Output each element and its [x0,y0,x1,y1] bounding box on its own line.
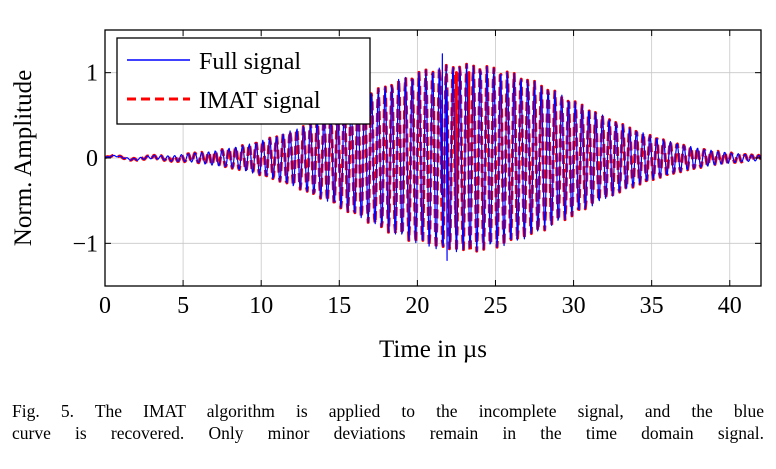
legend: Full signal IMAT signal [116,37,371,125]
figure-caption: Fig. 5. The IMAT algorithm is applied to… [12,400,764,444]
y-tick-label: 1 [86,61,98,87]
y-tick-label: −1 [72,231,98,257]
caption-line-1: Fig. 5. The IMAT algorithm is applied to… [12,401,764,421]
caption-line-2: curve is recovered. Only minor deviation… [12,423,764,443]
x-axis-label: Time in µs [379,336,487,363]
x-tick-label: 0 [99,293,111,319]
x-tick-label: 30 [562,293,586,319]
x-tick-label: 40 [718,293,742,319]
x-tick-label: 15 [327,293,351,319]
legend-label-full-signal: Full signal [199,49,301,75]
x-tick-label: 20 [405,293,429,319]
series-line-full-signal [105,53,761,261]
y-tick-label: 0 [86,146,98,172]
series-group [105,53,761,261]
y-axis-label: Norm. Amplitude [10,70,37,246]
x-tick-label: 10 [249,293,273,319]
x-tick-label: 25 [483,293,507,319]
x-tick-label: 35 [640,293,664,319]
legend-label-imat-signal: IMAT signal [199,88,321,114]
legend-box [116,37,371,125]
x-tick-label: 5 [177,293,189,319]
